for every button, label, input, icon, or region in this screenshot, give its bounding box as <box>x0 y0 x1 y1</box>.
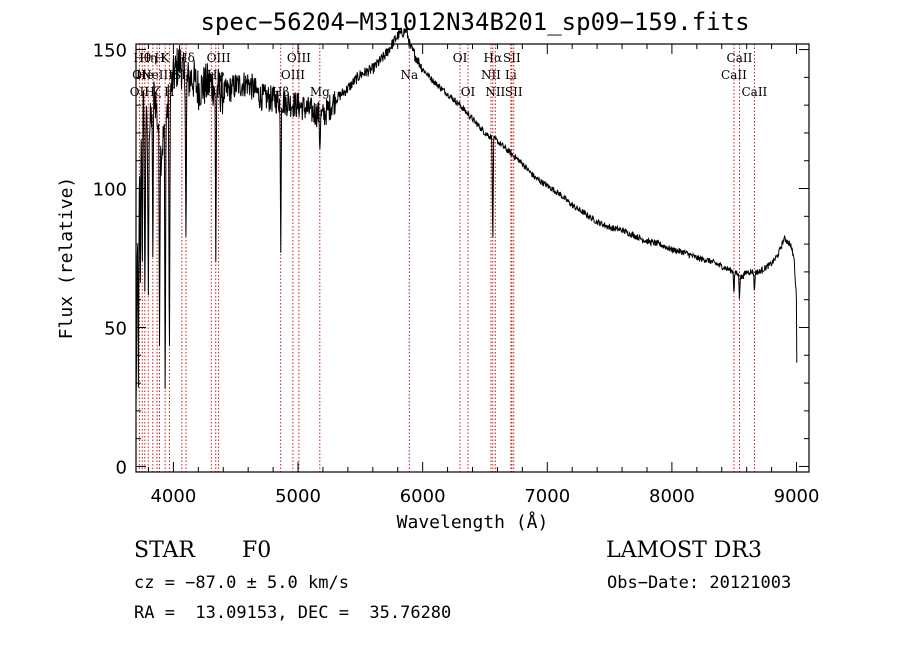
x-tick-label-7000: 7000 <box>524 486 570 507</box>
line-label-11: Hδ <box>177 51 195 65</box>
line-label-7: H <box>154 51 164 65</box>
line-label-2: Hθ <box>133 51 151 65</box>
line-label-14: OIII <box>207 51 231 65</box>
x-tick-label-6000: 6000 <box>400 486 446 507</box>
line-label-17: OIII <box>287 51 311 65</box>
x-tick-label-8000: 8000 <box>649 486 695 507</box>
x-axis-label: Wavelength (Å) <box>397 511 549 533</box>
ra-dec-coordinates: RA = 13.09153, DEC = 35.76280 <box>134 603 452 623</box>
y-tick-label-150: 150 <box>93 41 127 62</box>
line-label-19: Na <box>400 68 418 82</box>
line-label-22: NII <box>481 68 501 82</box>
y-tick-label-100: 100 <box>93 180 127 201</box>
line-label-18: Mg <box>310 85 330 99</box>
line-label-5: Hζ <box>144 85 161 99</box>
line-label-20: OI <box>453 51 468 65</box>
line-label-27: SII <box>505 85 523 99</box>
y-tick-label-50: 50 <box>104 318 127 339</box>
x-tick-label-9000: 9000 <box>774 486 820 507</box>
x-tick-label-5000: 5000 <box>275 486 321 507</box>
y-axis-label: Flux (relative) <box>56 177 77 340</box>
redshift-cz: cz = −87.0 ± 5.0 km/s <box>134 573 349 593</box>
line-label-29: CaII <box>727 51 753 65</box>
line-label-23: Hα <box>484 51 503 65</box>
chart-title: spec−56204−M31012N34B201_sp09−159.fits <box>200 8 750 36</box>
object-class: STAR <box>134 538 195 563</box>
line-label-25: Li <box>505 68 517 82</box>
line-label-9: H <box>164 85 174 99</box>
survey-name: LAMOST DR3 <box>606 538 762 563</box>
y-tick-label-0: 0 <box>116 457 127 478</box>
plot-frame <box>135 43 810 473</box>
line-label-30: CaII <box>741 85 767 99</box>
line-label-28: CaII <box>721 68 747 82</box>
line-label-0: OII <box>130 85 150 99</box>
line-label-6: NeIII <box>141 68 173 82</box>
obs-date: Obs−Date: 20121003 <box>607 573 792 593</box>
x-tick-label-4000: 4000 <box>150 486 196 507</box>
spectrum-line <box>135 26 798 405</box>
line-label-21: OI <box>461 85 476 99</box>
line-label-24: NII <box>485 85 505 99</box>
line-label-16: OIII <box>281 68 305 82</box>
line-label-8: K <box>161 51 171 65</box>
line-label-3: He <box>136 68 154 82</box>
line-label-26: SII <box>503 51 521 65</box>
spectral-subclass: F0 <box>242 538 272 563</box>
